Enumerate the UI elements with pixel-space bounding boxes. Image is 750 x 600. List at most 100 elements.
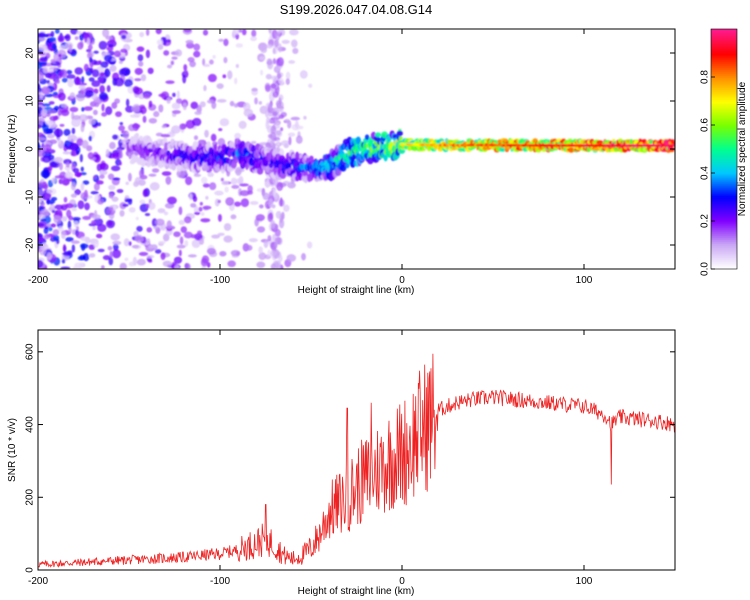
- heatmap-cell-512: [120, 139, 130, 144]
- heatmap-cell-15: [63, 128, 71, 137]
- heatmap-cell-955: [64, 203, 74, 209]
- snr-background: [38, 330, 675, 570]
- heatmap-cell-1136: [268, 198, 273, 208]
- heatmap-cell-644: [148, 259, 153, 263]
- heatmap-cell-749: [88, 135, 92, 142]
- colorbar-cell-63: [711, 141, 737, 144]
- heatmap-cell-511: [73, 220, 79, 228]
- heatmap-cell-156: [165, 176, 172, 185]
- heatmap-cell-920: [70, 193, 77, 198]
- heatmap-cell-379: [219, 118, 230, 127]
- heatmap-cell-201: [145, 29, 150, 36]
- heatmap-cell-212: [123, 238, 130, 247]
- heatmap-cell-11: [176, 98, 183, 105]
- colorbar-cell-99: [711, 69, 737, 72]
- heatmap-cell-1001: [51, 209, 55, 214]
- colorbar-cell-5: [711, 257, 737, 260]
- heatmap-cell-759: [71, 118, 81, 128]
- colorbar-cell-78: [711, 111, 737, 114]
- heatmap-cell-394: [182, 102, 187, 111]
- heatmap-cell-945: [63, 252, 72, 257]
- heatmap-cell-7: [254, 97, 258, 105]
- heatmap-cell-293: [111, 102, 118, 109]
- heatmap-cell-1143: [274, 261, 280, 269]
- colorbar-cell-108: [711, 51, 737, 54]
- heatmap-cell-714: [124, 257, 129, 262]
- heatmap-cell-728: [294, 120, 299, 129]
- colorbar-cell-62: [711, 143, 737, 146]
- heatmap-cell-877: [210, 133, 217, 142]
- heatmap-cell-1139: [272, 47, 276, 55]
- heatmap-cell-625: [98, 60, 102, 64]
- colorbar-cell-50: [711, 167, 737, 170]
- heatmap-cell-735: [299, 70, 308, 79]
- heatmap-cell-37: [138, 251, 149, 257]
- heatmap-cell-402: [207, 172, 214, 178]
- heatmap-cell-253: [256, 261, 266, 268]
- heatmap-cell-778: [46, 109, 56, 114]
- heatmap-cell-901: [84, 90, 94, 98]
- heatmap-cell-111: [198, 206, 203, 212]
- colorbar-cell-24: [711, 219, 737, 222]
- heatmap-cell-143: [144, 212, 151, 217]
- colorbar-cell-76: [711, 115, 737, 118]
- heatmap-cell-812: [45, 52, 51, 59]
- heatmap-cell-729: [58, 45, 66, 50]
- heatmap-y-tick-label-4: 20: [25, 47, 36, 59]
- heatmap-cell-1281: [166, 150, 171, 157]
- heatmap-cell-719: [38, 184, 46, 189]
- heatmap-cell-822: [128, 207, 136, 213]
- heatmap-cell-562: [92, 226, 96, 231]
- heatmap-cell-226: [218, 38, 224, 42]
- heatmap-cell-491: [70, 29, 78, 35]
- heatmap-cell-962: [135, 234, 144, 243]
- heatmap-x-tick-label-2: 0: [399, 275, 405, 286]
- heatmap-cell-487: [59, 123, 65, 127]
- heatmap-cell-733: [99, 72, 105, 77]
- heatmap-cell-958: [38, 259, 44, 268]
- heatmap-cell-850: [99, 85, 105, 94]
- heatmap-cell-642: [163, 50, 170, 56]
- heatmap-cell-288: [155, 29, 162, 35]
- heatmap-cell-973: [114, 77, 125, 87]
- heatmap-cell-70: [107, 173, 115, 180]
- heatmap-cell-234: [250, 140, 257, 145]
- heatmap-cell-370: [206, 262, 211, 268]
- colorbar-cell-92: [711, 83, 737, 86]
- heatmap-cell-967: [234, 77, 238, 85]
- heatmap-cell-570: [75, 150, 80, 155]
- colorbar-cell-102: [711, 63, 737, 66]
- heatmap-cell-418: [156, 39, 164, 45]
- heatmap-cell-1705: [319, 161, 325, 167]
- colorbar-cell-10: [711, 247, 737, 250]
- heatmap-cell-1787: [349, 159, 356, 168]
- heatmap-cell-1141: [266, 44, 273, 49]
- colorbar-cell-112: [711, 43, 737, 46]
- colorbar-cell-29: [711, 209, 737, 212]
- heatmap-cell-811: [247, 190, 253, 195]
- colorbar-cell-26: [711, 215, 737, 218]
- colorbar-cell-72: [711, 123, 737, 126]
- snr-axis-ticks: -200 -100 0 100 0 200 400 600: [25, 330, 675, 587]
- heatmap-cell-546: [66, 74, 76, 80]
- heatmap-cell-736: [287, 120, 292, 129]
- heatmap-cell-840: [119, 262, 127, 269]
- heatmap-cell-768: [157, 208, 166, 214]
- heatmap-cell-722: [79, 153, 83, 163]
- heatmap-cell-1116: [268, 212, 273, 220]
- heatmap-cell-933: [52, 42, 57, 50]
- colorbar-cell-20: [711, 227, 737, 230]
- colorbar-cell-104: [711, 59, 737, 62]
- colorbar-cell-82: [711, 103, 737, 106]
- colorbar-cell-44: [711, 179, 737, 182]
- heatmap-cell-665: [48, 69, 54, 73]
- heatmap-cell-829: [298, 125, 304, 130]
- heatmap-cell-740: [40, 202, 46, 206]
- heatmap-cell-1007: [60, 103, 68, 108]
- heatmap-cell-780: [38, 182, 47, 186]
- heatmap-cell-372: [98, 40, 108, 50]
- heatmap-cell-164: [203, 85, 207, 92]
- heatmap-cell-1762: [339, 164, 347, 172]
- heatmap-cell-762: [83, 253, 90, 262]
- heatmap-cell-915: [38, 237, 45, 243]
